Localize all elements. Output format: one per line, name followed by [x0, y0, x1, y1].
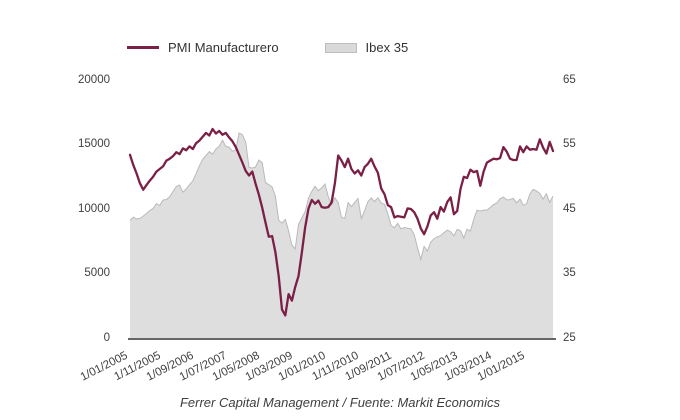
y-axis-right-tick-label: 55 — [563, 138, 576, 150]
y-axis-right-tick-label: 35 — [563, 267, 576, 279]
ibex-area-edge — [129, 132, 554, 262]
legend-item-ibex[interactable]: Ibex 35 — [324, 40, 409, 55]
y-axis-right-tick-label: 25 — [563, 331, 576, 344]
pmi-line-swatch-icon — [127, 46, 159, 49]
y-axis-left-tick-label: 0 — [103, 331, 110, 344]
y-axis-left-tick-label: 20000 — [78, 73, 110, 86]
pmi-line-series — [128, 127, 555, 317]
ibex-area-swatch-icon — [324, 42, 357, 53]
legend-item-pmi[interactable]: PMI Manufacturero — [127, 40, 279, 55]
y-axis-left-tick-label: 15000 — [78, 138, 110, 150]
y-axis-right-tick-label: 65 — [563, 73, 576, 86]
legend-label-ibex: Ibex 35 — [365, 40, 409, 55]
y-axis-left-tick-label: 10000 — [78, 202, 110, 215]
legend: PMI Manufacturero Ibex 35 — [127, 40, 408, 55]
legend-label-pmi: PMI Manufacturero — [168, 40, 279, 55]
y-axis-left-tick-label: 5000 — [84, 267, 110, 279]
footer-credit: Ferrer Capital Management / Fuente: Mark… — [179, 395, 501, 410]
ibex-area-series — [130, 133, 553, 338]
y-axis-right-tick-label: 45 — [563, 202, 576, 215]
